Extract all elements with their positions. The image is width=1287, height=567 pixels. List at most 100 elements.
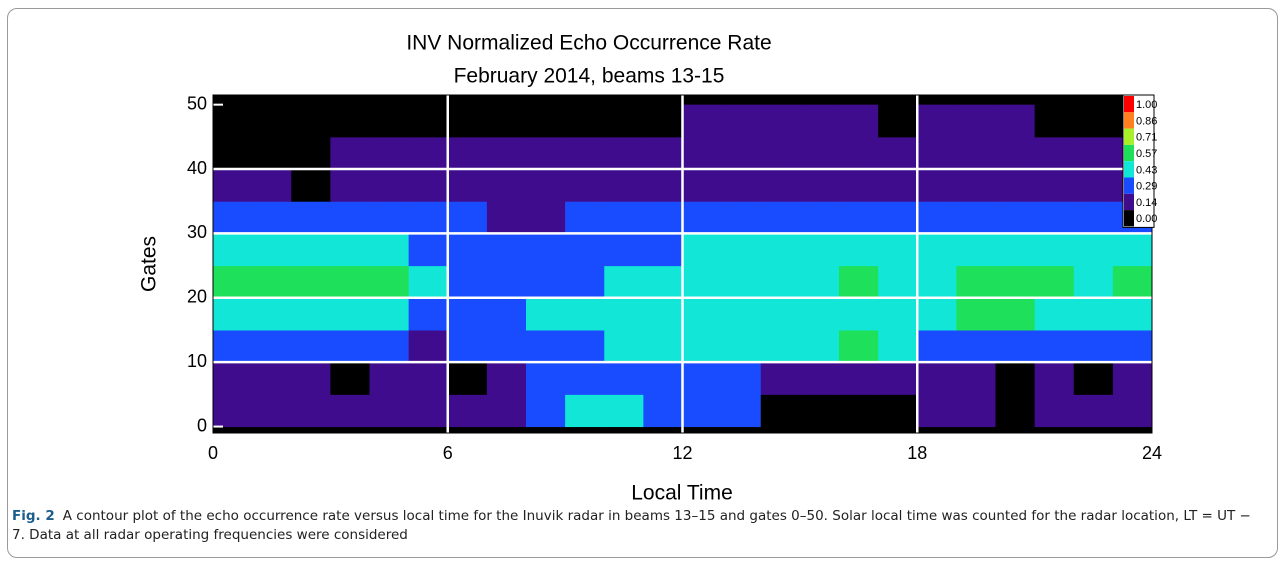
- contour-cell: [995, 329, 1036, 363]
- contour-cell: [565, 233, 605, 267]
- legend-swatch: [1124, 96, 1134, 113]
- contour-cell: [995, 297, 1036, 331]
- contour-cell: [917, 104, 957, 138]
- contour-cell: [839, 201, 879, 234]
- contour-cell: [760, 233, 801, 267]
- contour-cell: [878, 265, 918, 299]
- contour-cell: [799, 201, 840, 234]
- contour-cell: [878, 201, 918, 234]
- contour-cell: [721, 297, 762, 331]
- contour-cell: [526, 201, 566, 234]
- contour-cell: [760, 169, 801, 202]
- legend-label: 0.86: [1136, 115, 1157, 127]
- contour-cell: [917, 329, 957, 363]
- contour-cell: [291, 201, 331, 234]
- y-tick-label: 40: [187, 158, 207, 178]
- legend-label: 0.14: [1136, 197, 1157, 209]
- caption-label: Fig. 2: [12, 508, 55, 524]
- contour-cell: [369, 265, 410, 299]
- contour-cell: [1034, 362, 1075, 395]
- contour-cell: [878, 104, 918, 138]
- contour-cell: [369, 362, 410, 395]
- contour-cell: [721, 201, 762, 234]
- contour-cell: [799, 233, 840, 267]
- y-tick-label: 20: [187, 287, 207, 307]
- contour-cell: [799, 136, 840, 170]
- contour-cell: [1112, 362, 1153, 395]
- legend-label: 0.71: [1136, 132, 1157, 144]
- legend-label: 0.00: [1136, 213, 1157, 225]
- contour-cell: [291, 233, 331, 267]
- contour-cell: [956, 201, 996, 234]
- legend-swatch: [1124, 112, 1134, 129]
- contour-cell: [330, 297, 370, 331]
- contour-cell: [917, 362, 957, 395]
- contour-cell: [760, 297, 801, 331]
- contour-cell: [839, 136, 879, 170]
- contour-cell: [995, 104, 1036, 138]
- contour-cell: [995, 136, 1036, 170]
- contour-cell: [526, 362, 566, 395]
- contour-cell: [486, 394, 527, 428]
- contour-cell: [682, 136, 723, 170]
- contour-cell: [682, 297, 723, 331]
- plot-border: [212, 94, 1153, 434]
- contour-cell: [721, 329, 762, 363]
- contour-cell: [839, 394, 879, 428]
- contour-cell: [565, 265, 605, 299]
- x-tick-label: 12: [672, 443, 692, 463]
- contour-cell: [408, 394, 449, 428]
- contour-cell: [1112, 329, 1153, 363]
- contour-cell: [369, 394, 410, 428]
- contour-cell: [330, 169, 370, 202]
- contour-cell: [760, 329, 801, 363]
- contour-cell: [330, 201, 370, 234]
- contour-cell: [721, 104, 762, 138]
- contour-cell: [291, 329, 331, 363]
- contour-cell: [1073, 329, 1114, 363]
- contour-cell: [604, 201, 644, 234]
- contour-cell: [799, 362, 840, 395]
- contour-cell: [643, 265, 683, 299]
- contour-cell: [486, 329, 527, 363]
- contour-cell: [995, 362, 1036, 395]
- contour-cell: [604, 297, 644, 331]
- contour-cell: [1073, 201, 1114, 234]
- contour-cell: [1112, 233, 1153, 267]
- contour-cell: [213, 233, 253, 267]
- contour-cell: [878, 297, 918, 331]
- contour-cell: [526, 233, 566, 267]
- contour-cell: [799, 104, 840, 138]
- contour-cell: [604, 362, 644, 395]
- legend-swatch: [1124, 177, 1134, 194]
- contour-cell: [565, 104, 605, 138]
- contour-cell: [682, 362, 723, 395]
- contour-cell: [682, 265, 723, 299]
- contour-cell: [956, 136, 996, 170]
- contour-cell: [291, 136, 331, 170]
- contour-cell: [330, 136, 370, 170]
- contour-cell: [643, 233, 683, 267]
- contour-cell: [213, 265, 253, 299]
- contour-cell: [643, 329, 683, 363]
- contour-cell: [878, 233, 918, 267]
- contour-cell: [1112, 297, 1153, 331]
- contour-cell: [447, 104, 488, 138]
- caption-text: A contour plot of the echo occurrence ra…: [12, 508, 1251, 543]
- contour-cell: [721, 169, 762, 202]
- contour-cell: [1073, 136, 1114, 170]
- contour-cell: [956, 169, 996, 202]
- contour-cell: [956, 104, 996, 138]
- contour-cell: [604, 104, 644, 138]
- contour-cell: [839, 297, 879, 331]
- contour-cell: [995, 265, 1036, 299]
- contour-cell: [995, 201, 1036, 234]
- contour-cell: [760, 265, 801, 299]
- x-tick-label: 0: [208, 443, 218, 463]
- contour-cell: [799, 394, 840, 428]
- contour-cell: [643, 201, 683, 234]
- contour-cell: [447, 297, 488, 331]
- contour-cell: [408, 329, 449, 363]
